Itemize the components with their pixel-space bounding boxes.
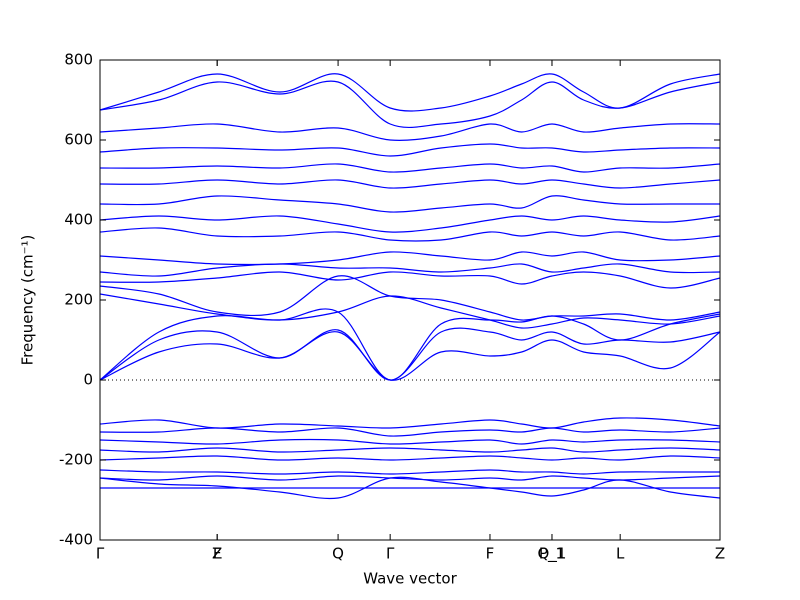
x-tick-label: Q [332,545,344,563]
band-line [99,123,721,141]
y-tick-label: -400 [59,531,93,549]
x-axis-label: Wave vector [363,570,457,588]
band-line [99,251,721,266]
plot-frame [99,59,721,541]
band-line [99,469,720,475]
y-tick-label: 200 [64,291,93,309]
band-line [99,455,721,461]
y-tick-label: 800 [64,51,93,69]
band-line [99,275,721,321]
band-line [99,215,721,233]
y-tick-label: -200 [59,451,93,469]
band-line [99,438,721,445]
band-line [99,476,721,500]
x-tick-label: Γ [96,545,105,563]
band-line [99,331,721,381]
x-tick-label: Z [715,545,725,563]
x-tick-label: Γ [386,545,395,563]
x-tick-label: F [213,545,222,563]
y-tick-label: 0 [83,371,93,389]
band-line [99,293,721,329]
band-line [99,73,721,112]
band-line [99,308,721,381]
y-tick-label: 600 [64,131,93,149]
band-line [99,163,721,173]
band-line [99,179,721,189]
band-line [99,447,721,453]
x-tick-label: P_1 [539,545,565,564]
y-axis-label: Frequency (cm⁻¹) [19,235,37,366]
band-line [99,271,721,289]
x-tick-label: L [616,545,625,563]
band-line [99,417,721,429]
x-tick-label: F [486,545,495,563]
band-line [99,195,720,213]
x-tick-label: Z [212,545,222,563]
band-line [99,427,721,437]
x-tick-label: Q_1 [538,545,567,564]
y-tick-label: 400 [64,211,93,229]
band-line [99,143,721,157]
band-line [99,80,721,129]
band-line [99,263,721,277]
band-line [99,327,721,381]
band-line [99,227,721,242]
